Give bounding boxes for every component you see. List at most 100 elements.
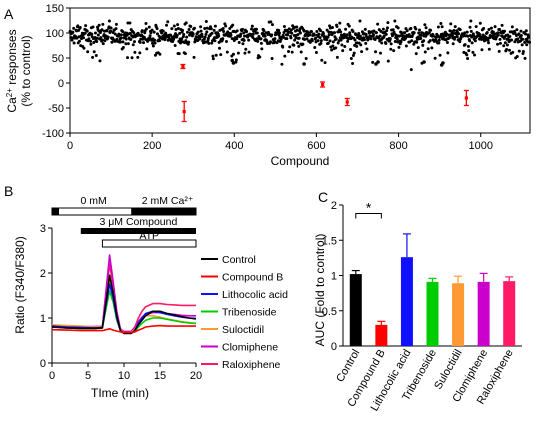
compound-point <box>433 56 437 60</box>
compound-point <box>199 25 203 29</box>
compound-point <box>524 29 528 33</box>
compound-point <box>103 39 107 43</box>
compound-point <box>417 31 421 35</box>
compound-point <box>353 38 357 42</box>
compound-point <box>498 37 502 41</box>
compound-point <box>422 39 426 43</box>
compound-point <box>508 35 512 39</box>
y-tick-label: 1.5 <box>322 235 337 247</box>
compound-point <box>510 38 514 42</box>
compound-point <box>224 24 228 28</box>
compound-point <box>173 44 177 48</box>
compound-point <box>381 27 385 31</box>
compound-point <box>183 52 187 56</box>
x-tick-label: 600 <box>307 140 325 152</box>
compound-point <box>277 28 281 32</box>
compound-point <box>409 68 413 72</box>
compound-point <box>255 31 259 35</box>
compound-point <box>351 62 355 66</box>
compound-point <box>250 27 254 31</box>
compound-point <box>187 40 191 44</box>
compound-point <box>224 40 228 44</box>
compound-point <box>439 21 443 25</box>
compound-point <box>237 41 241 45</box>
compound-point <box>360 50 364 54</box>
compound-point <box>487 27 491 31</box>
compound-point <box>478 33 482 37</box>
compound-point <box>480 38 484 42</box>
hit-point <box>320 82 325 87</box>
compound-point <box>352 51 356 55</box>
x-tick-label: 15 <box>154 370 166 382</box>
compound-point <box>523 56 527 60</box>
trace-suloctidil <box>51 279 197 334</box>
compound-point <box>138 40 142 44</box>
compound-point <box>142 41 146 45</box>
compound-point <box>325 38 329 42</box>
compound-point <box>95 39 99 43</box>
compound-point <box>184 39 188 43</box>
compound-point <box>297 44 301 48</box>
compound-point <box>446 51 450 55</box>
compound-point <box>328 39 332 43</box>
compound-point <box>288 45 292 49</box>
compound-point <box>373 38 377 42</box>
compound-point <box>85 29 89 33</box>
compound-point <box>152 30 156 34</box>
y-tick-label: -100 <box>42 128 64 140</box>
compound-point <box>469 29 473 33</box>
compound-point <box>414 52 418 56</box>
compound-point <box>200 34 204 38</box>
x-tick-label: 20 <box>190 370 202 382</box>
compound-point <box>336 41 340 45</box>
compound-point <box>209 27 213 31</box>
panel-b-legend: Control Compound B Lithocolic acid Tribenos… <box>201 254 288 371</box>
compound-point <box>357 32 361 36</box>
compound-point <box>158 52 162 56</box>
compound-point <box>317 32 321 36</box>
compound-point <box>308 33 312 37</box>
hit-point <box>345 100 349 104</box>
compound-point <box>315 30 319 34</box>
compound-point <box>296 33 300 37</box>
panel-a-label: A <box>4 6 14 22</box>
compound-point <box>355 44 359 48</box>
compound-point <box>369 37 373 41</box>
compound-point <box>440 25 444 29</box>
compound-point <box>438 53 442 57</box>
compound-point <box>364 32 368 36</box>
compound-point <box>319 39 323 43</box>
compound-point <box>222 29 226 33</box>
compound-point <box>314 36 318 40</box>
compound-point-low <box>231 61 236 65</box>
compound-point <box>214 53 218 57</box>
compound-point <box>151 44 155 48</box>
x-tick-label: 10 <box>118 370 130 382</box>
compound-point <box>423 23 427 27</box>
compound-point <box>114 27 118 31</box>
compound-point <box>506 37 510 41</box>
compound-point <box>466 34 470 38</box>
compound-point <box>422 32 426 36</box>
compound-point <box>323 61 327 65</box>
compound-point <box>70 38 74 42</box>
compound-point <box>289 36 293 40</box>
legend-label: Control <box>222 254 256 266</box>
compound-point <box>386 59 390 63</box>
compound-point <box>229 33 233 37</box>
compound-point <box>241 42 245 46</box>
compound-point <box>330 25 334 29</box>
y-tick-label: 1 <box>40 313 46 325</box>
category-label: Control <box>334 348 362 385</box>
compound-point <box>418 28 422 32</box>
bar-raloxiphene <box>503 281 516 346</box>
compound-point <box>187 28 191 32</box>
compound-point <box>500 23 504 27</box>
compound-point <box>89 42 93 46</box>
compound-point <box>458 40 462 44</box>
compound-point <box>91 25 95 29</box>
ca-2mm-label: 2 mM Ca²⁺ <box>142 195 194 207</box>
y-tick-label: 50 <box>52 53 64 65</box>
compound-point <box>86 50 90 54</box>
